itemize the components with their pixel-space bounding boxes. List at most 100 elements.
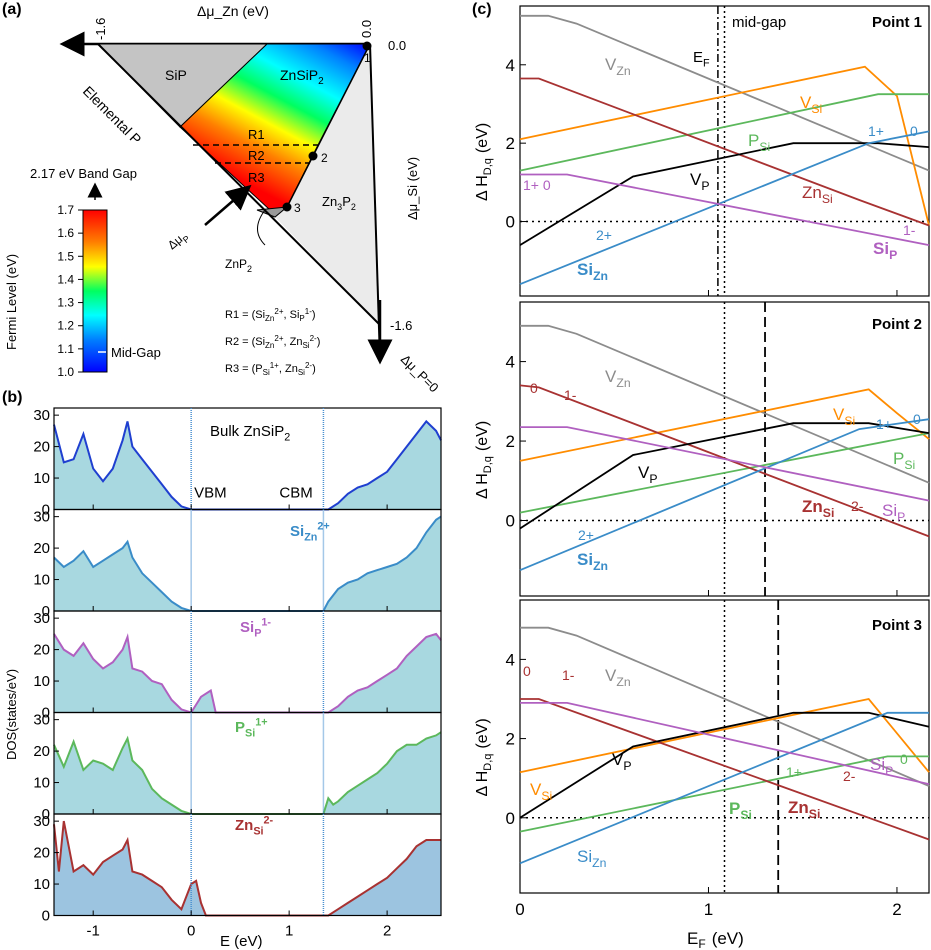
cbar-tick-label: 1.5 <box>57 249 74 263</box>
species-label-v-p: VP <box>638 463 658 486</box>
dos-ytick-label: 20 <box>33 540 50 557</box>
dos-title-2: SiP1- <box>240 616 271 639</box>
panel-b-label: (b) <box>2 389 22 406</box>
c-ylabel-unit: (eV) <box>474 123 491 153</box>
species-label-v-zn-sub: Zn <box>616 376 630 390</box>
elemental-p-label: Elemental P <box>80 83 145 148</box>
point-title-1: Point 1 <box>872 14 922 31</box>
series-zn-si <box>520 77 930 227</box>
label-r1: R1 <box>248 127 265 142</box>
dos-ytick-label: 0 <box>42 705 50 722</box>
def-sub: Si <box>298 368 305 377</box>
species-label-v-si-main: V <box>530 780 542 799</box>
def-sub: P <box>299 314 304 323</box>
series-p-si <box>519 432 930 514</box>
species-label-si-p-sub: P <box>885 764 893 778</box>
dos-title-1: SiZn2+ <box>290 520 330 543</box>
def-part: ) <box>317 336 321 348</box>
dos-ytick-label: 30 <box>33 509 50 526</box>
c-ytick-label: 0 <box>506 809 515 828</box>
species-label-v-p-sub: P <box>623 759 631 773</box>
species-label-si-zn: SiZn <box>577 550 608 573</box>
species-label-si-zn-sub: Zn <box>593 559 608 573</box>
series-v-zn <box>520 14 930 172</box>
species-label-si-p-main: Si <box>870 755 885 774</box>
species-label-v-zn: VZn <box>605 666 631 689</box>
species-label-si-p-sub: P <box>897 510 905 524</box>
species-label-v-zn-main: V <box>605 666 617 685</box>
def-part: ) <box>312 363 316 375</box>
species-label-si-zn-sub: Zn <box>592 856 606 870</box>
band-gap-label: 2.17 eV Band Gap <box>30 166 137 181</box>
def-sub: Si <box>263 368 270 377</box>
species-label-v-p: VP <box>612 750 632 773</box>
species-label-p-si: PSi <box>893 449 915 472</box>
series-si-p <box>520 173 930 246</box>
dos-title-2-sub: P <box>254 628 261 640</box>
charge-label: 0 <box>523 663 531 679</box>
charge-label: 1- <box>564 387 577 403</box>
label-r2: R2 <box>248 148 265 163</box>
colorbar <box>82 209 108 373</box>
species-label-p-si-main: P <box>729 799 740 818</box>
series-v-zn <box>520 626 930 787</box>
dos-title-4-main: Zn <box>235 817 253 834</box>
species-label-si-zn: SiZn <box>577 847 607 870</box>
dos-xlabel: E (eV) <box>220 933 263 950</box>
charge-label: 2- <box>851 498 864 514</box>
definition-r2: R2 = (SiZn2+, ZnSi2-) <box>225 334 320 350</box>
series-v-si <box>519 388 930 462</box>
charge-label: 0 <box>900 751 908 767</box>
point-3-label: 3 <box>294 201 301 215</box>
dos-xtick-label: 0 <box>187 923 195 940</box>
bottom-axis-label: Δμ_P=0 <box>398 352 442 396</box>
region-sip-label: SiP <box>165 67 187 83</box>
right-axis-label: Δμ_Si (eV) <box>405 157 420 220</box>
species-label-v-zn-sub: Zn <box>616 675 630 689</box>
region-zn3p2-fill <box>275 44 380 325</box>
dos-title-4-sup: 2- <box>264 814 274 826</box>
ef-label: EF <box>693 49 710 70</box>
species-label-si-p-main: Si <box>873 239 889 258</box>
species-label-zn-si: ZnSi <box>788 798 820 821</box>
dos-ytick-label: 20 <box>33 743 50 760</box>
znp2-leader <box>257 209 266 246</box>
series-v-p <box>519 422 930 530</box>
charge-label: 1+ <box>786 764 802 780</box>
point-2-label: 2 <box>321 151 328 165</box>
species-label-si-zn-main: Si <box>577 550 593 569</box>
series-v-p <box>519 142 930 246</box>
def-sup: 2+ <box>274 307 283 316</box>
c-ytick-label: 4 <box>506 56 515 75</box>
charge-label: 0 <box>913 411 921 427</box>
species-label-v-si: VSi <box>833 405 855 428</box>
charge-label: 2+ <box>596 227 612 243</box>
panel-c-label: (c) <box>472 1 492 18</box>
species-label-v-p-main: V <box>612 750 624 769</box>
panel-a: (a) Δμ_Zn (eV) -1.6 0.0 0.0 R1 R2 R3 1 2… <box>2 1 442 395</box>
dos-title-2-sup: 1- <box>261 616 271 628</box>
def-sup: 1- <box>305 307 312 316</box>
label-r3: R3 <box>248 170 265 185</box>
charge-label: 0 <box>530 380 538 396</box>
dos-line-0 <box>53 419 442 511</box>
species-label-v-zn: VZn <box>605 55 631 78</box>
point-3-marker <box>282 202 292 212</box>
series-si-p <box>520 426 930 502</box>
series-si-zn <box>519 711 929 865</box>
series-v-si <box>519 698 930 774</box>
species-label-si-p-sub: P <box>889 248 897 262</box>
ef-label-main: E <box>693 49 703 66</box>
def-sub: Si <box>302 341 309 350</box>
species-label-v-si-main: V <box>800 93 812 112</box>
cbar-tick-label: 1.4 <box>57 272 74 286</box>
midgap-label: mid-gap <box>732 14 786 31</box>
series-v-si <box>519 65 930 226</box>
c-ylabel-main: Δ H <box>474 771 491 797</box>
species-label-p-si: PSi <box>748 131 770 154</box>
dmu-p-arrow <box>204 184 252 226</box>
series-si-p <box>520 702 930 785</box>
